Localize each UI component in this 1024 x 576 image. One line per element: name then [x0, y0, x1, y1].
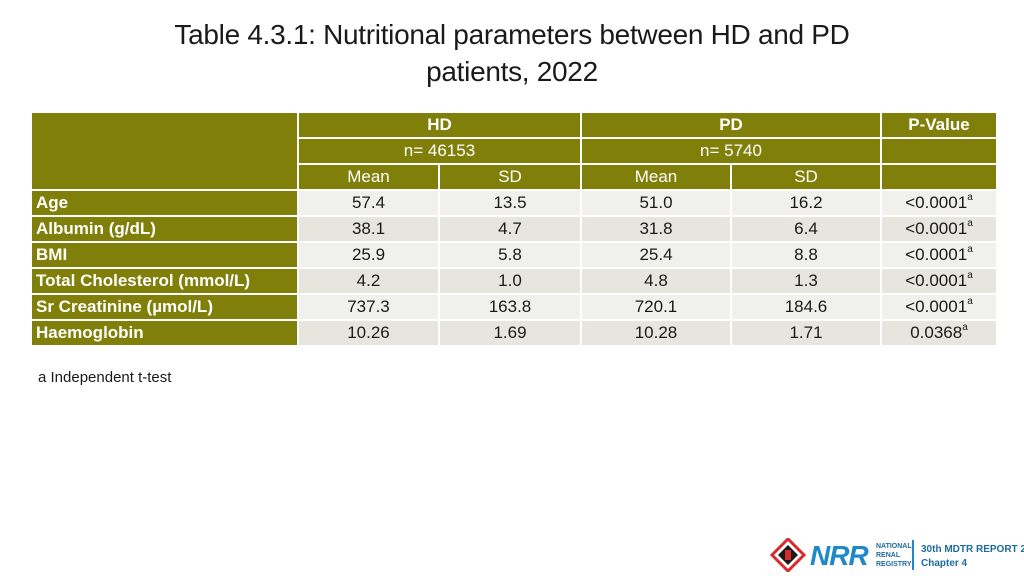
- row-label: Age: [30, 189, 299, 217]
- row-label: Haemoglobin: [30, 319, 299, 347]
- row-label: Total Cholesterol (mmol/L): [30, 267, 299, 295]
- subheader-hd-mean: Mean: [297, 163, 440, 191]
- hd-n: n= 46153: [297, 137, 582, 165]
- pvalue-sup: a: [967, 244, 973, 255]
- brand-line: NATIONAL: [876, 543, 912, 550]
- hd-mean-cell: 57.4: [297, 189, 440, 217]
- table-row: Sr Creatinine (µmol/L) 737.3 163.8 720.1…: [30, 293, 998, 321]
- pd-mean-cell: 31.8: [580, 215, 732, 243]
- pvalue-text: <0.0001: [905, 193, 968, 212]
- pvalue-sup: a: [962, 322, 968, 333]
- pd-mean-cell: 25.4: [580, 241, 732, 269]
- pvalue-text: <0.0001: [905, 297, 968, 316]
- pd-sd-cell: 184.6: [730, 293, 882, 321]
- pvalue-text: 0.0368: [910, 323, 963, 342]
- group-header-hd: HD: [297, 111, 582, 139]
- hd-mean-cell: 737.3: [297, 293, 440, 321]
- pvalue-blank: [880, 137, 998, 165]
- group-header-pd: PD: [580, 111, 882, 139]
- pd-mean-cell: 10.28: [580, 319, 732, 347]
- report-line-2: Chapter 4: [921, 558, 968, 569]
- nrr-brand-lines: NATIONAL RENAL REGISTRY: [876, 542, 912, 569]
- pvalue-cell: <0.0001a: [880, 241, 998, 269]
- title-line-2: patients, 2022: [426, 56, 598, 87]
- hd-sd-cell: 1.69: [438, 319, 582, 347]
- row-label: BMI: [30, 241, 299, 269]
- report-label: 30th MDTR REPORT 2022 Chapter 4: [921, 543, 1024, 571]
- hd-mean-cell: 4.2: [297, 267, 440, 295]
- pvalue-cell: 0.0368a: [880, 319, 998, 347]
- table-row: Total Cholesterol (mmol/L) 4.2 1.0 4.8 1…: [30, 267, 998, 295]
- pvalue-sup: a: [967, 270, 973, 281]
- pd-mean-cell: 720.1: [580, 293, 732, 321]
- pd-sd-cell: 8.8: [730, 241, 882, 269]
- pvalue-header: P-Value: [880, 111, 998, 139]
- nrr-logo: NRR NATIONAL RENAL REGISTRY 30th MDTR RE…: [770, 538, 1024, 572]
- pvalue-cell: <0.0001a: [880, 189, 998, 217]
- footnote: a Independent t-test: [38, 369, 172, 386]
- pvalue-cell: <0.0001a: [880, 215, 998, 243]
- hd-sd-cell: 163.8: [438, 293, 582, 321]
- hd-sd-cell: 1.0: [438, 267, 582, 295]
- pd-mean-cell: 4.8: [580, 267, 732, 295]
- table-row: BMI 25.9 5.8 25.4 8.8 <0.0001a: [30, 241, 998, 269]
- pd-sd-cell: 1.71: [730, 319, 882, 347]
- pvalue-sup: a: [967, 296, 973, 307]
- pvalue-cell: <0.0001a: [880, 293, 998, 321]
- hd-sd-cell: 5.8: [438, 241, 582, 269]
- nrr-brand-text: NRR: [810, 540, 869, 571]
- table-row: Albumin (g/dL) 38.1 4.7 31.8 6.4 <0.0001…: [30, 215, 998, 243]
- subheader-hd-sd: SD: [438, 163, 582, 191]
- hd-sd-cell: 4.7: [438, 215, 582, 243]
- hd-mean-cell: 10.26: [297, 319, 440, 347]
- pvalue-sup: a: [967, 218, 973, 229]
- slide-title: Table 4.3.1: Nutritional parameters betw…: [0, 16, 1024, 90]
- pd-sd-cell: 16.2: [730, 189, 882, 217]
- pvalue-sup: a: [967, 192, 973, 203]
- pvalue-blank-2: [880, 163, 998, 191]
- pd-sd-cell: 1.3: [730, 267, 882, 295]
- hd-sd-cell: 13.5: [438, 189, 582, 217]
- table-row: Haemoglobin 10.26 1.69 10.28 1.71 0.0368…: [30, 319, 998, 347]
- pvalue-text: <0.0001: [905, 219, 968, 238]
- pvalue-cell: <0.0001a: [880, 267, 998, 295]
- nutrition-table: HD PD P-Value n= 46153 n= 5740 Mean SD M…: [30, 111, 998, 347]
- table-corner: [30, 111, 299, 191]
- hd-mean-cell: 38.1: [297, 215, 440, 243]
- subheader-pd-mean: Mean: [580, 163, 732, 191]
- logo-divider: [912, 540, 914, 570]
- pvalue-text: <0.0001: [905, 245, 968, 264]
- brand-line: REGISTRY: [876, 561, 912, 568]
- subheader-pd-sd: SD: [730, 163, 882, 191]
- table-row: Age 57.4 13.5 51.0 16.2 <0.0001a: [30, 189, 998, 217]
- pvalue-text: <0.0001: [905, 271, 968, 290]
- row-label: Sr Creatinine (µmol/L): [30, 293, 299, 321]
- hd-mean-cell: 25.9: [297, 241, 440, 269]
- title-line-1: Table 4.3.1: Nutritional parameters betw…: [174, 19, 850, 50]
- pd-n: n= 5740: [580, 137, 882, 165]
- report-line-1: 30th MDTR REPORT 2022: [921, 544, 1024, 555]
- pd-mean-cell: 51.0: [580, 189, 732, 217]
- row-label: Albumin (g/dL): [30, 215, 299, 243]
- nrr-emblem-icon: [770, 538, 806, 572]
- pd-sd-cell: 6.4: [730, 215, 882, 243]
- brand-line: RENAL: [876, 552, 901, 559]
